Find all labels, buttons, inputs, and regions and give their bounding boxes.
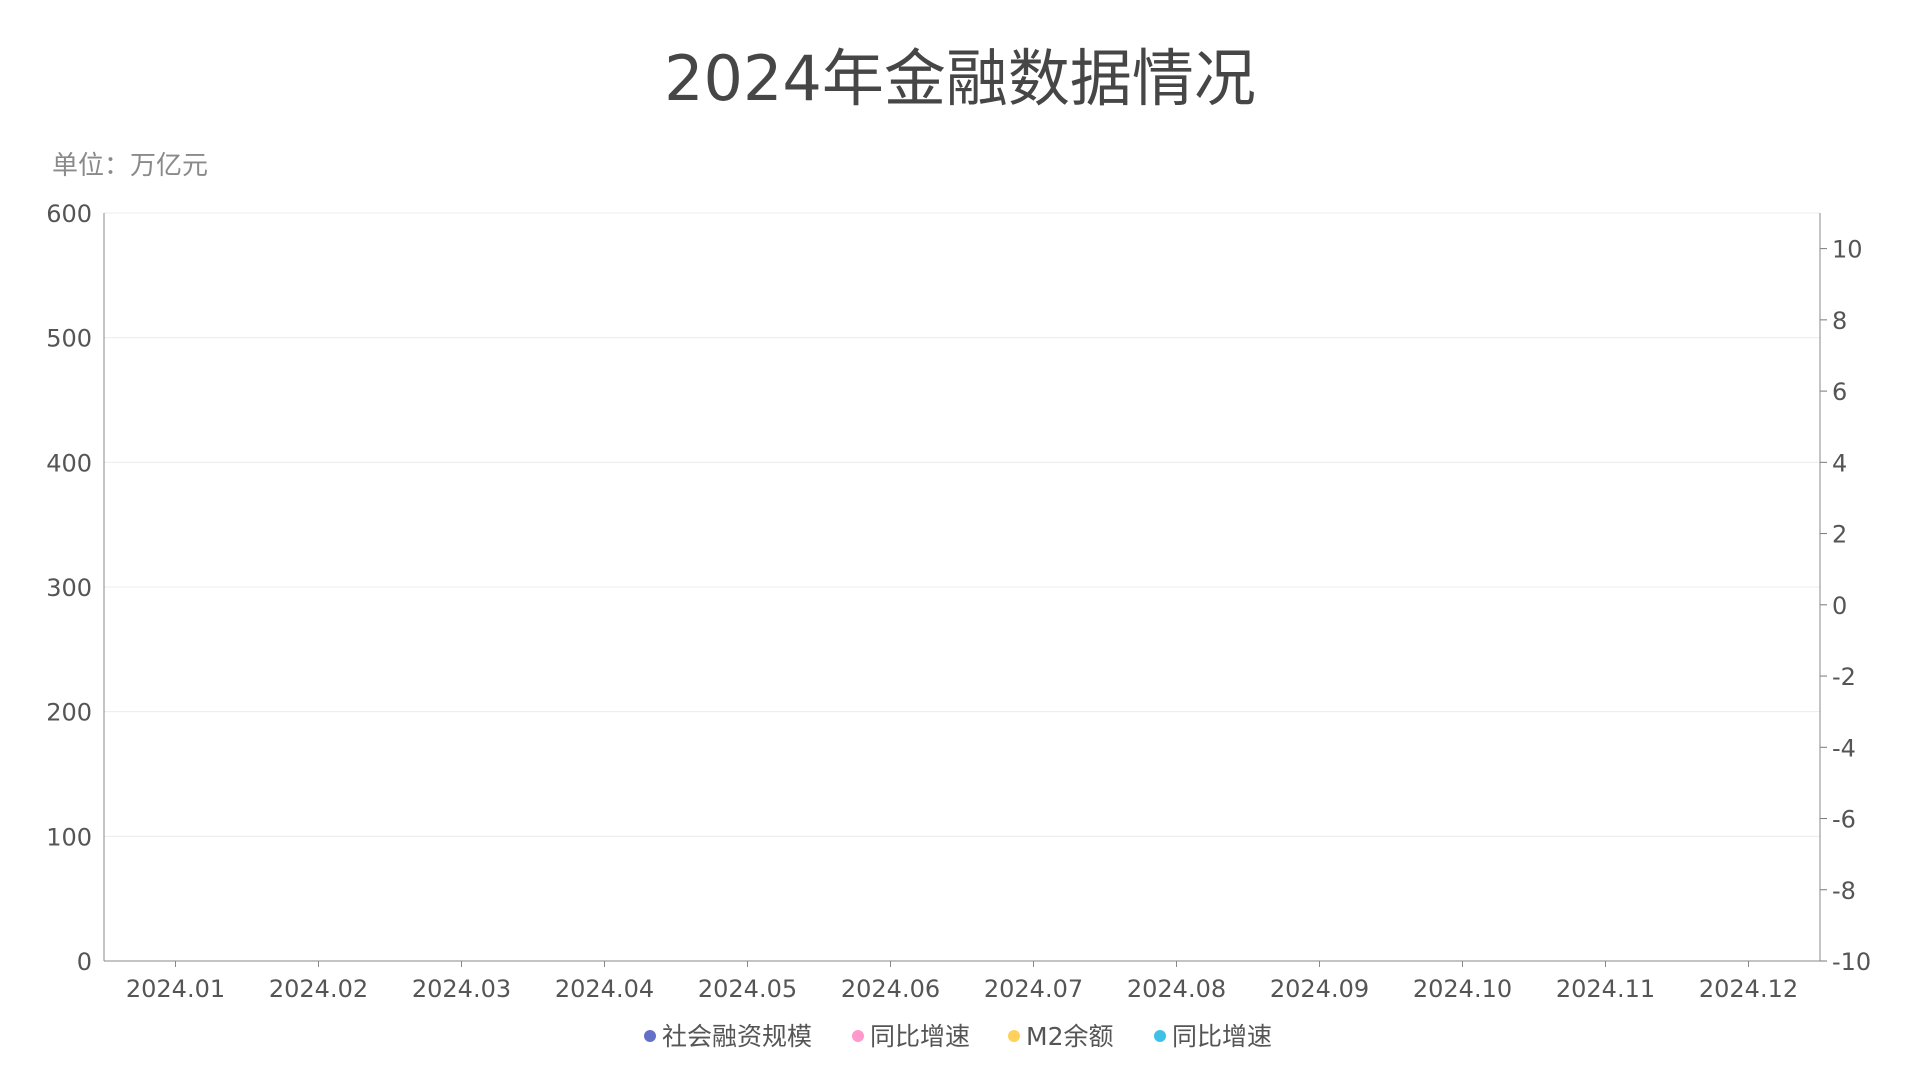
y-right-tick-label: 4 xyxy=(1832,449,1847,477)
x-tick-label: 2024.07 xyxy=(984,975,1083,1003)
y-right-tick-label: 0 xyxy=(1832,592,1847,620)
y-right-tick-label: 2 xyxy=(1832,521,1847,549)
unit-label: 单位：万亿元 xyxy=(52,151,208,181)
x-tick-label: 2024.02 xyxy=(269,975,368,1003)
legend-label: 同比增速 xyxy=(870,1022,970,1051)
chart-title: 2024年金融数据情况 xyxy=(664,42,1256,115)
legend-item[interactable]: 同比增速 xyxy=(852,1022,970,1051)
x-tick-label: 2024.04 xyxy=(555,975,654,1003)
x-tick-label: 2024.03 xyxy=(412,975,511,1003)
x-tick-label: 2024.05 xyxy=(698,975,797,1003)
x-tick-label: 2024.09 xyxy=(1270,975,1369,1003)
legend-marker xyxy=(852,1030,864,1042)
legend-item[interactable]: 社会融资规模 xyxy=(644,1022,812,1051)
x-tick-label: 2024.11 xyxy=(1556,975,1655,1003)
y-right-tick-label: 10 xyxy=(1832,236,1863,264)
y-left-tick-label: 400 xyxy=(46,449,92,477)
y-left-tick-label: 600 xyxy=(46,200,92,228)
y-left-tick-label: 500 xyxy=(46,325,92,353)
y-right-tick-label: -10 xyxy=(1832,948,1871,976)
y-right-tick-label: -6 xyxy=(1832,806,1856,834)
x-tick-label: 2024.01 xyxy=(126,975,225,1003)
y-right-tick-label: -2 xyxy=(1832,663,1856,691)
legend-label: 同比增速 xyxy=(1172,1022,1272,1051)
x-tick-label: 2024.12 xyxy=(1699,975,1798,1003)
x-tick-label: 2024.08 xyxy=(1127,975,1226,1003)
legend-label: M2余额 xyxy=(1026,1022,1113,1051)
y-left-tick-label: 100 xyxy=(46,823,92,851)
legend-marker xyxy=(644,1030,656,1042)
x-tick-label: 2024.10 xyxy=(1413,975,1512,1003)
y-left-tick-label: 300 xyxy=(46,574,92,602)
x-tick-label: 2024.06 xyxy=(841,975,940,1003)
legend-label: 社会融资规模 xyxy=(662,1022,812,1051)
y-right-tick-label: 6 xyxy=(1832,378,1847,406)
legend-marker xyxy=(1008,1030,1020,1042)
y-left-tick-label: 200 xyxy=(46,699,92,727)
y-right-tick-label: 8 xyxy=(1832,307,1847,335)
y-left-tick-label: 0 xyxy=(77,948,92,976)
y-right-tick-label: -4 xyxy=(1832,734,1856,762)
legend-item[interactable]: M2余额 xyxy=(1008,1022,1113,1051)
y-right-tick-label: -8 xyxy=(1832,877,1856,905)
legend-marker xyxy=(1154,1030,1166,1042)
legend-item[interactable]: 同比增速 xyxy=(1154,1022,1272,1051)
